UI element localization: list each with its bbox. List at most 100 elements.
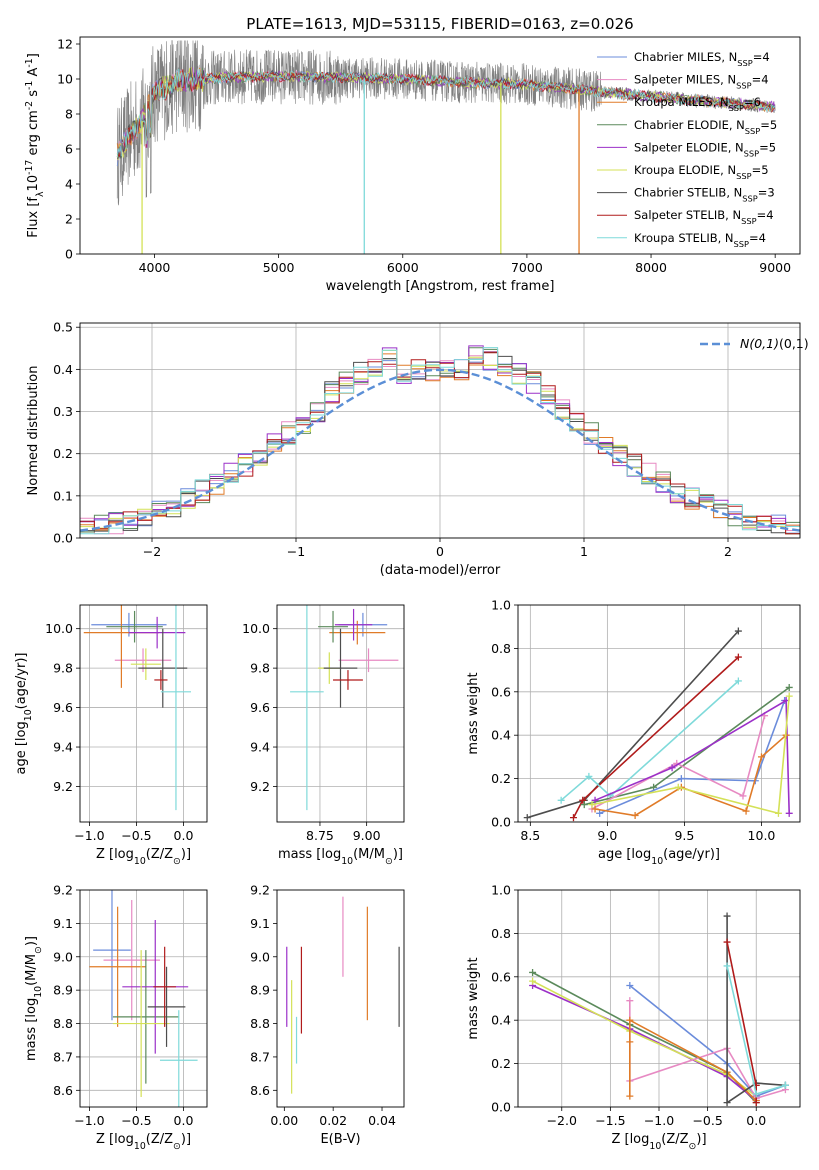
x-tick-label: −2.0 bbox=[547, 1113, 577, 1128]
x-tick-label: 2 bbox=[724, 544, 732, 559]
x-tick-label: 6000 bbox=[387, 260, 419, 275]
y-tick-label: 0.5 bbox=[53, 320, 73, 335]
x-tick-label: 5000 bbox=[263, 260, 295, 275]
weight-series bbox=[594, 734, 787, 817]
weight-marker bbox=[557, 796, 565, 804]
weight-series bbox=[572, 656, 739, 819]
weight-series bbox=[599, 700, 786, 815]
weight-series bbox=[560, 680, 739, 801]
axes-frame bbox=[517, 889, 801, 1108]
y-tick-label: 0.1 bbox=[53, 488, 73, 503]
legend-entry: Chabrier ELODIE, NSSP=5 bbox=[634, 118, 777, 136]
weight-marker bbox=[734, 627, 742, 635]
x-tick-label: 9.5 bbox=[674, 828, 694, 843]
y-tick-label: 9.2 bbox=[250, 779, 270, 794]
y-tick-label: 0.2 bbox=[491, 771, 511, 786]
weight-marker bbox=[529, 977, 537, 985]
y-tick-label: 0.4 bbox=[53, 362, 73, 377]
x-tick-label: −1.0 bbox=[74, 1113, 104, 1128]
axes-residuals: −2 −1 0 1 2 0.0 0.1 0.2 0.3 0.4 0.5 (data-model)/er… bbox=[26, 320, 809, 578]
y-tick-label: 10.0 bbox=[242, 621, 270, 636]
x-tick-label: −0.5 bbox=[121, 828, 151, 843]
plot-area bbox=[277, 605, 404, 822]
x-tick-label: 9000 bbox=[759, 260, 791, 275]
x-tick-label: 8.5 bbox=[520, 828, 540, 843]
weight-marker bbox=[523, 814, 531, 822]
weight-marker bbox=[723, 938, 731, 946]
y-tick-label: 8.6 bbox=[53, 1083, 73, 1098]
y-tick-label: 8.8 bbox=[53, 1016, 73, 1031]
y-tick-label: 10.0 bbox=[45, 621, 73, 636]
legend-entry: Kroupa ELODIE, NSSP=5 bbox=[634, 163, 769, 181]
y-tick-label: 12 bbox=[57, 37, 73, 52]
y-tick-label: 0.2 bbox=[53, 446, 73, 461]
axes-mass-vs-Z: −1.0 −0.5 0.0 8.6 8.7 8.8 8.9 9.0 9.1 9.2 Z [log10… bbox=[24, 883, 208, 1152]
y-axis-label: mass weight bbox=[466, 672, 481, 754]
weight-marker bbox=[631, 811, 639, 819]
x-tick-label: 1 bbox=[580, 544, 588, 559]
y-tick-label: 10 bbox=[57, 72, 73, 87]
weight-marker bbox=[785, 683, 793, 691]
y-axis-label: mass weight bbox=[466, 957, 481, 1039]
plot-area bbox=[518, 890, 800, 1107]
weight-marker bbox=[734, 677, 742, 685]
weight-marker bbox=[785, 809, 793, 817]
x-tick-label: 8000 bbox=[635, 260, 667, 275]
weight-marker bbox=[774, 809, 782, 817]
x-tick-label: 0.02 bbox=[319, 1113, 347, 1128]
y-tick-label: 0.6 bbox=[491, 684, 511, 699]
x-axis-label: (data-model)/error bbox=[380, 563, 501, 578]
x-tick-label: 9.0 bbox=[597, 828, 617, 843]
y-tick-label: 8.7 bbox=[250, 1049, 270, 1064]
x-axis-label: E(B-V) bbox=[320, 1132, 360, 1147]
weight-marker bbox=[585, 772, 593, 780]
y-tick-label: 0 bbox=[65, 247, 73, 262]
x-tick-label: −1 bbox=[287, 544, 305, 559]
legend-entry: Kroupa MILES, NSSP=6 bbox=[634, 95, 761, 113]
y-tick-label: 0.2 bbox=[491, 1056, 511, 1071]
axes-frame bbox=[276, 604, 405, 823]
y-tick-label: 9.2 bbox=[250, 883, 270, 898]
weight-series bbox=[532, 980, 757, 1097]
y-axis-label: Flux [fλ10-17 erg cm-2 s-1 A-1] bbox=[24, 53, 46, 238]
x-tick-label: −2 bbox=[143, 544, 161, 559]
y-tick-label: 0.6 bbox=[491, 969, 511, 984]
x-axis-label: Z [log10(Z/Z⊙)] bbox=[611, 1132, 706, 1152]
axes-spectrum: 4000 5000 6000 7000 8000 9000 0 2 4 6 8 10 12 wavelen… bbox=[24, 15, 801, 294]
y-tick-label: 0.0 bbox=[491, 1100, 511, 1115]
x-axis-label: wavelength [Angstrom, rest frame] bbox=[326, 279, 555, 294]
x-tick-label: 0.0 bbox=[174, 828, 194, 843]
weight-series bbox=[591, 696, 790, 815]
chart-title: PLATE=1613, MJD=53115, FIBERID=0163, z=0… bbox=[246, 15, 633, 33]
weight-series bbox=[594, 699, 790, 814]
weight-marker bbox=[626, 981, 634, 989]
x-tick-label: 0 bbox=[436, 544, 444, 559]
y-tick-label: 8.9 bbox=[250, 983, 270, 998]
y-tick-label: 0.8 bbox=[491, 641, 511, 656]
weight-marker bbox=[626, 997, 634, 1005]
histogram-series bbox=[80, 347, 800, 535]
weight-marker bbox=[580, 801, 588, 809]
y-tick-label: 9.2 bbox=[53, 779, 73, 794]
x-tick-label: −1.0 bbox=[644, 1113, 674, 1128]
y-tick-label: 0.0 bbox=[491, 815, 511, 830]
normal-curve bbox=[80, 368, 800, 532]
x-tick-label: 0.00 bbox=[270, 1113, 298, 1128]
weight-series bbox=[629, 984, 786, 1098]
axes-age-vs-mass: 8.75 9.00 9.2 9.4 9.6 9.8 10.0 mass [log10(M/M⊙… bbox=[242, 604, 405, 867]
y-tick-label: 1.0 bbox=[491, 598, 511, 613]
weight-marker bbox=[739, 792, 747, 800]
weight-marker bbox=[588, 801, 596, 809]
plot-area bbox=[80, 890, 207, 1107]
x-tick-label: 9.00 bbox=[353, 828, 381, 843]
weight-marker bbox=[674, 783, 682, 791]
x-tick-label: 0.0 bbox=[746, 1113, 766, 1128]
axes-frame bbox=[79, 889, 208, 1108]
weight-marker bbox=[591, 796, 599, 804]
weight-marker bbox=[781, 1081, 789, 1089]
axes-frame bbox=[276, 889, 405, 1108]
y-tick-label: 9.2 bbox=[53, 883, 73, 898]
y-tick-label: 0.8 bbox=[491, 926, 511, 941]
weight-marker bbox=[752, 1090, 760, 1098]
